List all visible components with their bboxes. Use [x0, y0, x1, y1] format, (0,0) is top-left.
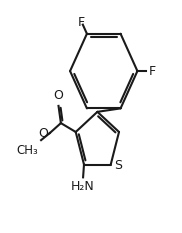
Text: O: O	[54, 89, 64, 102]
Text: CH₃: CH₃	[17, 144, 38, 157]
Text: S: S	[114, 159, 122, 172]
Text: F: F	[78, 16, 85, 29]
Text: H₂N: H₂N	[71, 180, 95, 193]
Text: F: F	[149, 65, 156, 78]
Text: O: O	[38, 127, 48, 140]
